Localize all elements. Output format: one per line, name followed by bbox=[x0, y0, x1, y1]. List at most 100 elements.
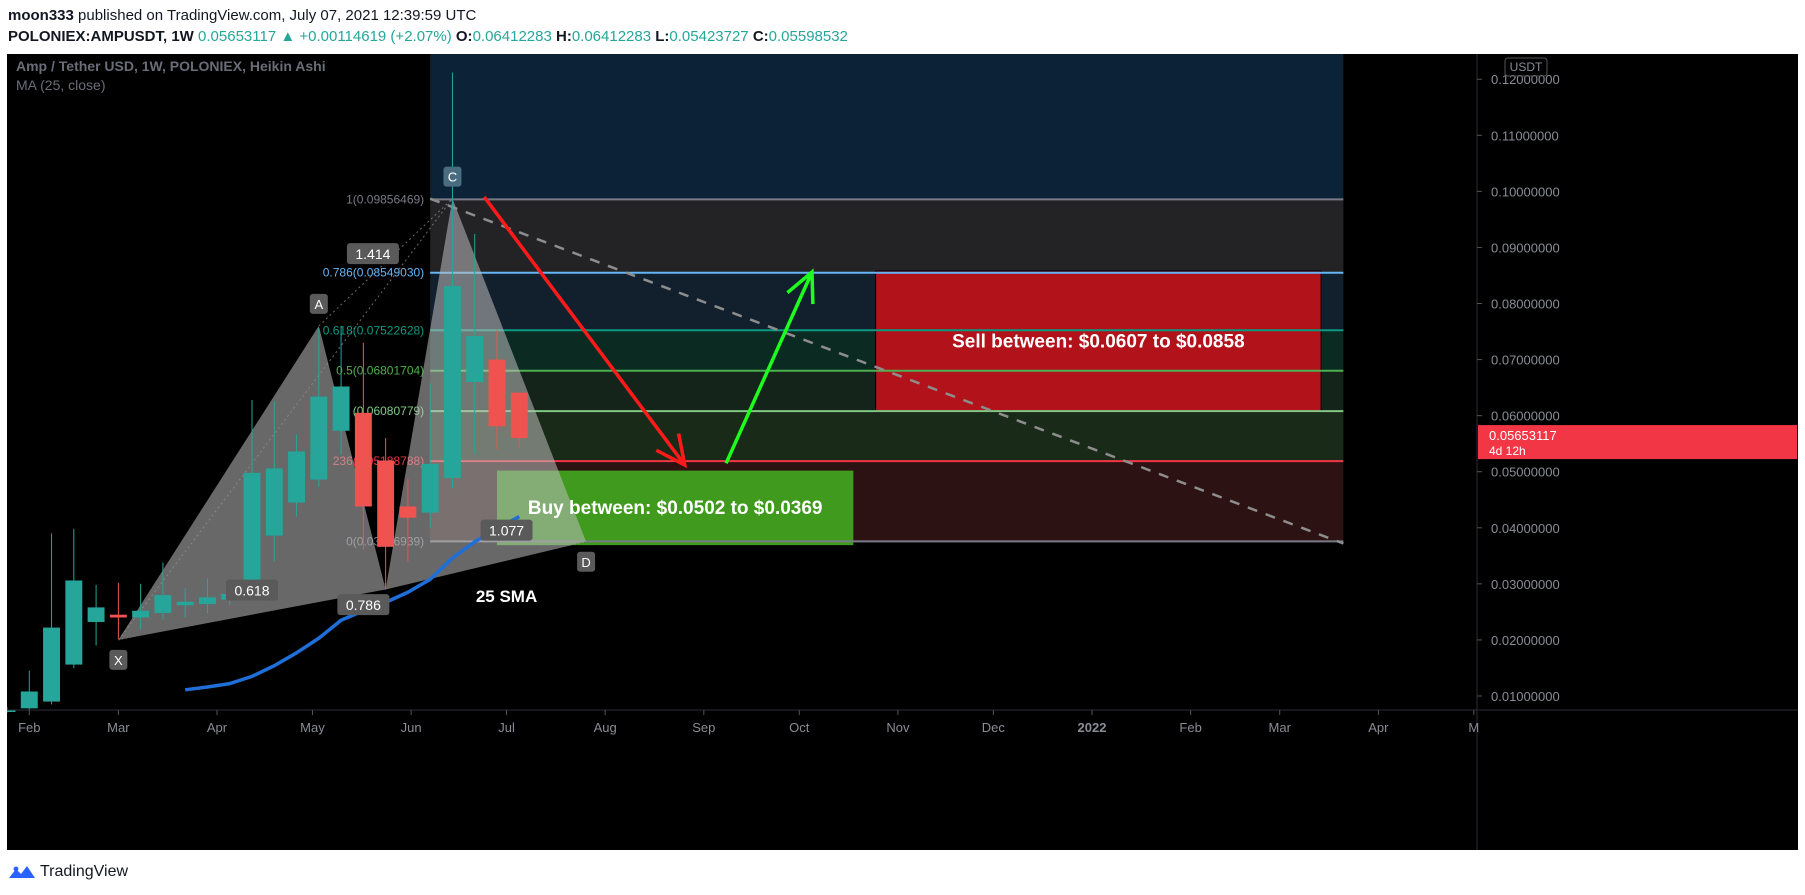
candle-body bbox=[466, 336, 484, 382]
candle-body bbox=[176, 601, 194, 606]
ratio-badge bbox=[226, 579, 278, 601]
harmonic-xc-line bbox=[117, 198, 453, 641]
candle-body bbox=[488, 359, 506, 427]
candle-body bbox=[421, 463, 439, 513]
up-arrow-head bbox=[786, 268, 815, 305]
y-tick-label: 0.12000000 bbox=[1491, 72, 1560, 87]
symbol-ohlc-line: POLONIEX:AMPUSDT, 1W 0.05653117 ▲ +0.001… bbox=[8, 26, 1798, 48]
fib-label-0.5: 0.5(0.06801704) bbox=[336, 364, 424, 378]
chart-area[interactable]: 1(0.09856469) 0.786(0.08549030) 0.618(0.07… bbox=[7, 54, 1798, 850]
x-tick-label: Nov bbox=[886, 720, 910, 735]
candle-body bbox=[109, 614, 127, 618]
x-tick-label: Apr bbox=[1368, 720, 1389, 735]
point-label-a: A bbox=[314, 297, 323, 312]
candle-body bbox=[443, 286, 461, 478]
footer: TradingView bbox=[8, 859, 128, 885]
point-label-x: X bbox=[114, 653, 123, 668]
candle-body bbox=[354, 412, 372, 507]
candle-body bbox=[243, 472, 261, 597]
tradingview-brand[interactable]: TradingView bbox=[40, 863, 129, 880]
point-label-c: C bbox=[448, 170, 457, 185]
candle-body bbox=[265, 468, 283, 536]
candle-body bbox=[65, 580, 83, 665]
x-tick-label: Apr bbox=[207, 720, 228, 735]
point-badge-c bbox=[443, 166, 462, 187]
close-value: 0.05598532 bbox=[768, 28, 848, 45]
point-badge-x bbox=[109, 649, 128, 670]
sell-zone-box bbox=[875, 270, 1322, 413]
x-tick-label: Aug bbox=[594, 720, 617, 735]
y-tick-label: 0.04000000 bbox=[1491, 521, 1560, 536]
high-label: H: bbox=[555, 28, 572, 45]
x-tick-label: M bbox=[1468, 720, 1479, 735]
down-arrow-shaft bbox=[482, 195, 687, 467]
ratio-label: 1.414 bbox=[355, 246, 390, 262]
x-tick-label: Jul bbox=[498, 720, 515, 735]
fib-label-1: 1(0.09856469) bbox=[346, 192, 424, 206]
chart-canvas[interactable]: 1(0.09856469) 0.786(0.08549030) 0.618(0.07… bbox=[7, 54, 1798, 850]
candle-body bbox=[20, 691, 38, 709]
down-arrow-head bbox=[655, 433, 688, 469]
tradingview-logo-icon[interactable] bbox=[8, 863, 36, 881]
currency-badge bbox=[1504, 57, 1548, 77]
y-tick-label: 0.10000000 bbox=[1491, 184, 1560, 199]
candle-body bbox=[87, 607, 105, 622]
y-tick-label: 0.09000000 bbox=[1491, 240, 1560, 255]
candle-body bbox=[377, 460, 395, 547]
y-tick-label: 0.03000000 bbox=[1491, 577, 1560, 592]
candle-body bbox=[7, 710, 16, 712]
x-tick-label: Feb bbox=[18, 720, 40, 735]
price-change: +0.00114619 (+2.07%) bbox=[299, 28, 452, 45]
up-arrow-shaft bbox=[724, 271, 814, 465]
symbol-label: POLONIEX:AMPUSDT, 1W bbox=[8, 28, 194, 45]
y-tick-label: 0.01000000 bbox=[1491, 689, 1560, 704]
candle-body bbox=[43, 627, 61, 702]
y-tick-label: 0.06000000 bbox=[1491, 409, 1560, 424]
ratio-label: 1.077 bbox=[489, 523, 524, 539]
fib-label-0.786: 0.786(0.08549030) bbox=[323, 266, 424, 280]
close-label: C: bbox=[752, 28, 769, 45]
point-badge-a bbox=[309, 293, 328, 314]
candle-body bbox=[310, 396, 328, 480]
x-tick-label: Mar bbox=[1269, 720, 1292, 735]
x-tick-label: Dec bbox=[982, 720, 1006, 735]
y-tick-label: 0.08000000 bbox=[1491, 297, 1560, 312]
chart-legend-title: Amp / Tether USD, 1W, POLONIEX, Heikin A… bbox=[16, 58, 326, 74]
current-price-tag bbox=[1478, 425, 1797, 460]
candle-body bbox=[198, 597, 216, 605]
y-tick-label: 0.02000000 bbox=[1491, 633, 1560, 648]
publication-header: moon333 published on TradingView.com, Ju… bbox=[8, 6, 1798, 48]
candle-body bbox=[510, 392, 528, 439]
ma-line bbox=[184, 515, 521, 692]
x-tick-label: Jun bbox=[401, 720, 422, 735]
x-tick-label: May bbox=[300, 720, 325, 735]
x-tick-label: Feb bbox=[1179, 720, 1201, 735]
ratio-label: 0.618 bbox=[234, 583, 269, 599]
x-tick-label: 2022 bbox=[1078, 720, 1107, 735]
high-value: 0.06412283 bbox=[571, 28, 652, 45]
x-tick-label: Sep bbox=[692, 720, 715, 735]
candle-body bbox=[399, 506, 417, 518]
candle-body bbox=[154, 595, 172, 614]
sell-zone-label: Sell between: $0.0607 to $0.0858 bbox=[952, 331, 1245, 352]
open-value: 0.06412283 bbox=[472, 28, 552, 45]
candle-body bbox=[288, 451, 306, 503]
y-tick-label: 0.11000000 bbox=[1491, 128, 1559, 143]
ratio-label: 0.786 bbox=[346, 597, 381, 613]
ratio-badge bbox=[337, 594, 390, 616]
author-name[interactable]: moon333 bbox=[8, 7, 74, 24]
ratio-badge bbox=[480, 519, 533, 541]
candle-body bbox=[132, 610, 150, 618]
x-tick-label: Oct bbox=[789, 720, 810, 735]
price-countdown: 4d 12h bbox=[1489, 444, 1526, 458]
fib-extension-band bbox=[430, 54, 1344, 200]
fib-band-0.382 bbox=[430, 411, 1344, 462]
y-tick-label: 0.07000000 bbox=[1491, 353, 1560, 368]
publication-line: moon333 published on TradingView.com, Ju… bbox=[8, 6, 1798, 26]
point-badge-d bbox=[577, 551, 596, 572]
currency-badge-label: USDT bbox=[1510, 60, 1543, 74]
buy-zone-label: Buy between: $0.0502 to $0.0369 bbox=[528, 498, 823, 519]
current-price-value: 0.05653117 bbox=[1489, 428, 1557, 443]
open-label: O: bbox=[455, 28, 473, 45]
ratio-badge bbox=[346, 243, 399, 265]
